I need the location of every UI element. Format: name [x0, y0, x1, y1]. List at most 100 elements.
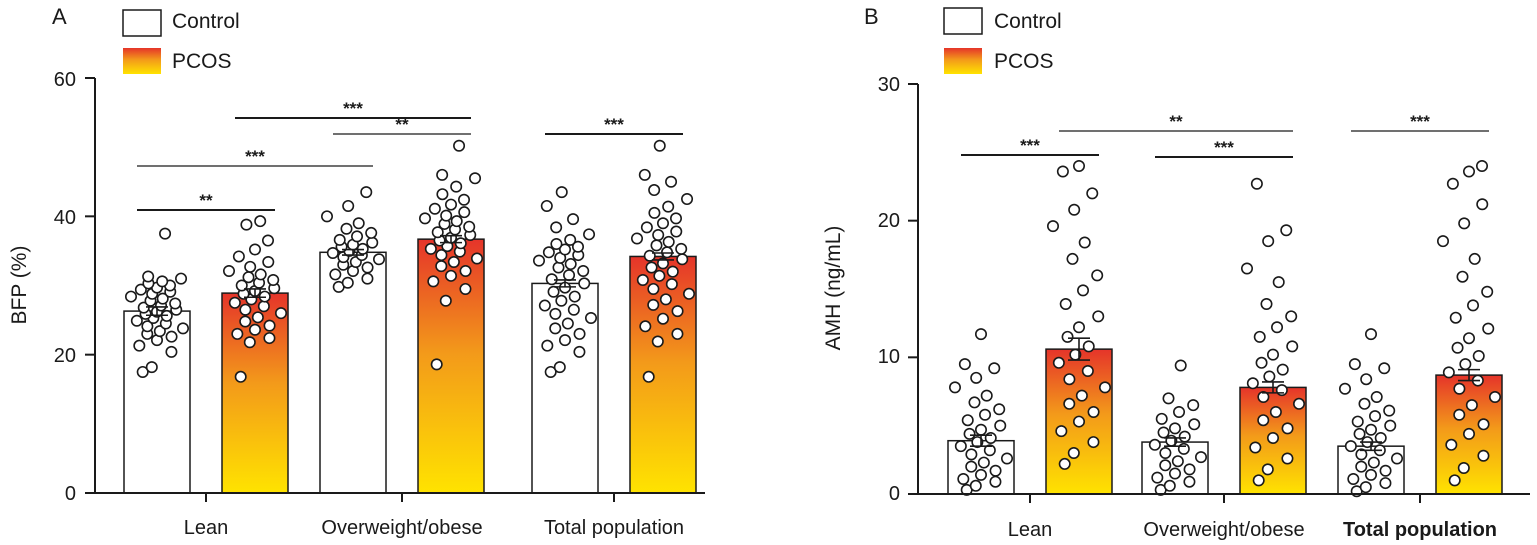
data-point [1369, 410, 1382, 423]
data-point [538, 299, 551, 312]
data-point [965, 448, 978, 461]
data-point [251, 311, 264, 324]
data-point [1445, 438, 1458, 451]
data-point [980, 389, 993, 402]
data-point [1155, 412, 1168, 425]
data-point [1370, 390, 1383, 403]
data-point [670, 225, 683, 238]
data-point [427, 275, 440, 288]
x-category-label: Overweight/obese [321, 517, 482, 539]
y-tick-label: 0 [889, 483, 900, 505]
data-point [1066, 252, 1079, 265]
significance-label: *** [1214, 138, 1234, 157]
data-point [578, 277, 591, 290]
data-point [682, 287, 695, 300]
data-point [342, 199, 355, 212]
data-point [1260, 298, 1273, 311]
data-point [583, 228, 596, 241]
data-point [1091, 269, 1104, 282]
data-point [261, 234, 274, 247]
data-point [1347, 472, 1360, 485]
data-point [431, 226, 444, 239]
data-point [133, 339, 146, 352]
points-b [948, 160, 1502, 498]
data-point [1276, 363, 1289, 376]
data-point [1183, 463, 1196, 476]
y-tick-labels-a: 0 20 40 60 [54, 69, 76, 505]
data-point [240, 218, 253, 231]
data-point [652, 229, 665, 242]
x-category-labels-b: Lean Overweight/obese Total population [1008, 519, 1497, 541]
data-point [125, 290, 138, 303]
y-tick-label: 60 [54, 69, 76, 91]
data-point [656, 217, 669, 230]
data-point [1465, 399, 1478, 412]
data-point [549, 307, 562, 320]
data-point [1081, 364, 1094, 377]
data-point [130, 314, 143, 327]
data-point [450, 180, 463, 193]
data-point [958, 358, 971, 371]
data-point [352, 217, 365, 230]
data-point [1061, 330, 1074, 343]
significance-label: *** [1020, 136, 1040, 155]
data-point [366, 236, 379, 249]
y-tick-label: 40 [54, 207, 76, 229]
data-point [1285, 310, 1298, 323]
bar-pcos [221, 292, 289, 494]
data-point [681, 193, 694, 206]
y-axis-title-b: AMH (ng/mL) [822, 226, 845, 351]
data-point [1257, 390, 1270, 403]
data-point [954, 440, 967, 453]
data-point [544, 365, 557, 378]
bars-b [947, 348, 1503, 495]
data-point [989, 464, 1002, 477]
significance-a: ********** *** [137, 99, 683, 211]
data-point [341, 276, 354, 289]
significance-label: *** [245, 147, 265, 166]
data-point [970, 371, 983, 384]
data-point [1467, 299, 1480, 312]
data-point [669, 212, 682, 225]
data-point [542, 246, 555, 259]
data-point [564, 258, 577, 271]
data-point [648, 206, 661, 219]
data-point [1177, 442, 1190, 455]
data-point [1187, 399, 1200, 412]
data-point [665, 278, 678, 291]
data-point [169, 297, 182, 310]
data-point [439, 294, 452, 307]
data-point [977, 456, 990, 469]
data-point [263, 332, 276, 345]
data-point [1159, 446, 1172, 459]
data-point [1379, 464, 1392, 477]
data-point [662, 235, 675, 248]
data-point [1151, 471, 1164, 484]
data-point [648, 184, 661, 197]
data-point [249, 243, 262, 256]
legend-b-pcos-swatch [944, 48, 982, 74]
data-point [1348, 358, 1361, 371]
y-tick-labels-b: 0 10 20 30 [878, 74, 900, 505]
data-point [568, 290, 581, 303]
data-point [653, 139, 666, 152]
data-point [1365, 328, 1378, 341]
data-point [1272, 276, 1285, 289]
bars-a [123, 238, 697, 494]
data-point [659, 293, 672, 306]
data-point [1171, 455, 1184, 468]
data-point [361, 272, 374, 285]
data-point [156, 292, 169, 305]
data-point [267, 273, 280, 286]
data-point [365, 226, 378, 239]
data-point [573, 327, 586, 340]
data-point [470, 252, 483, 265]
data-point [340, 222, 353, 235]
data-point [1453, 382, 1466, 395]
data-point [1157, 426, 1170, 439]
data-point [1169, 467, 1182, 480]
data-point [963, 427, 976, 440]
data-point [463, 220, 476, 233]
data-point [651, 335, 664, 348]
data-point [372, 253, 385, 266]
